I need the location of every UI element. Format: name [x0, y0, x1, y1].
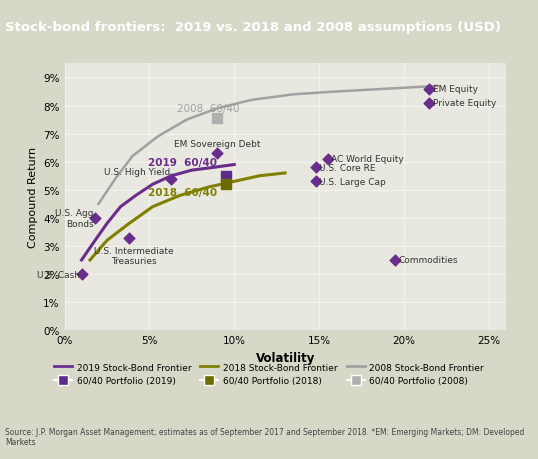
Text: 2019  60/40: 2019 60/40 — [148, 158, 217, 168]
Text: U.S. Cash: U.S. Cash — [37, 270, 80, 279]
Point — [125, 235, 133, 242]
Point — [222, 181, 230, 189]
Point — [91, 215, 100, 222]
Text: EM Sovereign Debt: EM Sovereign Debt — [174, 140, 260, 148]
Text: 2018  60/40: 2018 60/40 — [148, 188, 217, 197]
Legend: 2019 Stock-Bond Frontier, 60/40 Portfolio (2019), 2018 Stock-Bond Frontier, 60/4: 2019 Stock-Bond Frontier, 60/40 Portfoli… — [54, 363, 484, 385]
Point — [425, 100, 434, 107]
Text: Commodities: Commodities — [399, 256, 458, 265]
Point — [391, 257, 400, 264]
Text: EM Equity: EM Equity — [433, 85, 478, 94]
Text: U.S. Core RE: U.S. Core RE — [319, 163, 376, 173]
Text: 2008  60/40: 2008 60/40 — [176, 104, 239, 114]
Point — [312, 164, 320, 172]
Point — [213, 116, 222, 123]
X-axis label: Volatility: Volatility — [256, 351, 315, 364]
Point — [312, 178, 320, 185]
Point — [77, 271, 86, 278]
Y-axis label: Compound Return: Compound Return — [27, 147, 38, 248]
Point — [213, 150, 222, 157]
Text: Source: J.P. Morgan Asset Management; estimates as of September 2017 and Septemb: Source: J.P. Morgan Asset Management; es… — [5, 427, 525, 446]
Point — [222, 173, 230, 180]
Text: Stock-bond frontiers:  2019 vs. 2018 and 2008 assumptions (USD): Stock-bond frontiers: 2019 vs. 2018 and … — [5, 21, 501, 34]
Point — [167, 175, 176, 183]
Text: U.S. Agg
Bonds: U.S. Agg Bonds — [55, 209, 94, 228]
Point — [323, 156, 332, 163]
Text: U.S. Intermediate
Treasuries: U.S. Intermediate Treasuries — [94, 246, 174, 266]
Text: U.S. Large Cap: U.S. Large Cap — [319, 178, 386, 186]
Text: Private Equity: Private Equity — [433, 99, 496, 108]
Text: AC World Equity: AC World Equity — [331, 155, 404, 164]
Text: U.S. High Yield: U.S. High Yield — [103, 168, 170, 176]
Point — [425, 86, 434, 93]
